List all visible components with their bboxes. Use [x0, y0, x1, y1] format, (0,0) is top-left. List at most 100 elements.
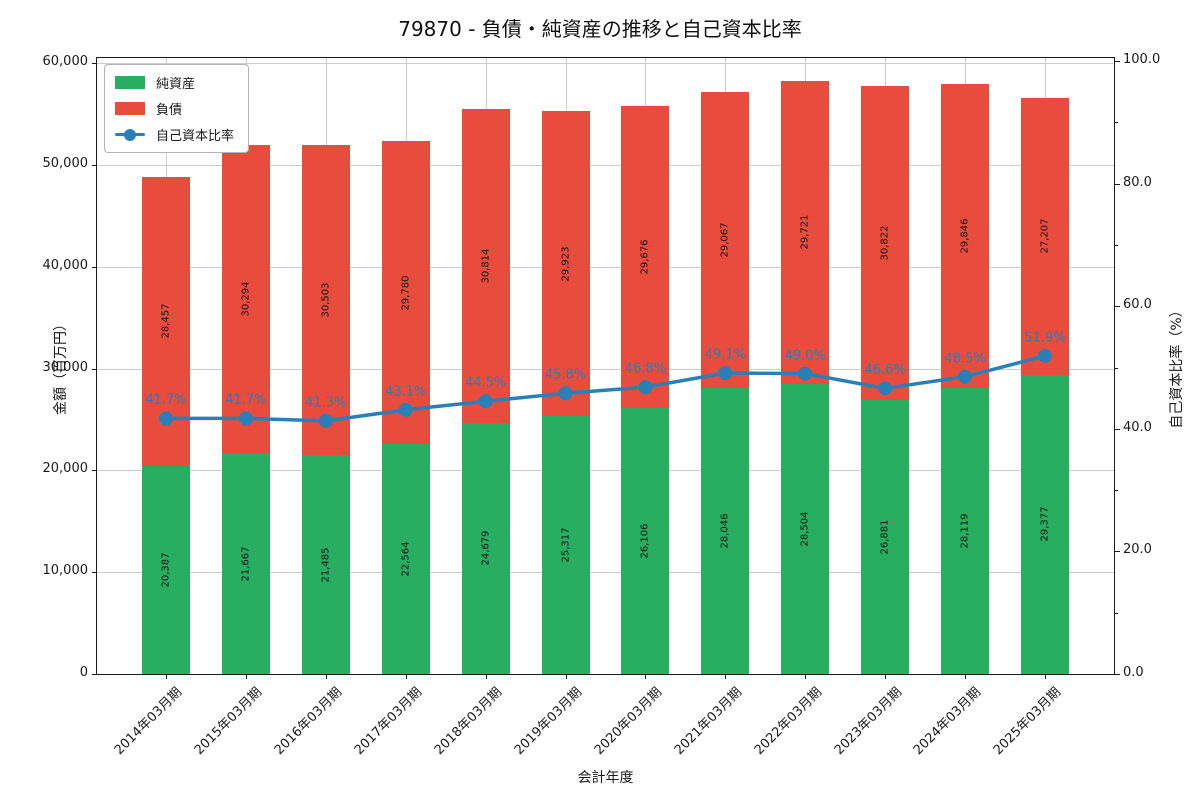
equity-ratio-marker: [558, 386, 573, 401]
y-right-tick-label: 60.0: [1123, 297, 1152, 313]
bar-segment-net-assets: [142, 466, 190, 674]
x-tick-label: 2015年03月期: [192, 684, 266, 759]
legend-swatch-liabilities-icon: [115, 102, 145, 115]
x-tick-label: 2017年03月期: [351, 684, 426, 759]
equity-ratio-marker: [238, 411, 253, 426]
bar-segment-liabilities: [301, 144, 350, 456]
y-left-tick: [92, 63, 96, 64]
y-right-minor-tick: [1115, 367, 1118, 369]
bar-segment-liabilities: [221, 144, 270, 454]
x-tick-label: 2021年03月期: [671, 684, 745, 759]
x-tick: [565, 675, 567, 679]
y-right-tick-label: 20.0: [1123, 542, 1152, 558]
y-right-tick: [1115, 428, 1120, 430]
bar-segment-liabilities: [861, 86, 910, 401]
y-right-tick-label: 100.0: [1123, 52, 1161, 67]
x-tick-label: 2014年03月期: [112, 684, 186, 759]
x-tick: [965, 675, 967, 679]
x-tick: [325, 675, 327, 679]
legend-line-marker-icon: [115, 128, 145, 141]
gridline-horizontal: [97, 63, 1114, 64]
equity-ratio-point-label: 43.1%: [385, 384, 427, 400]
gridline-horizontal: [97, 572, 1114, 574]
x-tick-label: 2019年03月期: [511, 684, 585, 759]
bar-segment-net-assets: [781, 383, 830, 674]
bar-segment-liabilities: [461, 108, 510, 423]
y-left-tick: [92, 368, 96, 370]
x-tick: [485, 675, 487, 679]
legend-item-liabilities: 負債: [115, 99, 234, 118]
gridline-horizontal: [97, 368, 1114, 370]
y-right-minor-tick: [1115, 122, 1118, 124]
y-right-tick: [1115, 551, 1120, 553]
y-left-tick-label: 0: [79, 665, 88, 680]
x-tick: [805, 675, 807, 679]
bar-segment-net-assets: [541, 416, 590, 674]
x-tick-label: 2018年03月期: [431, 684, 506, 759]
y-left-tick: [92, 674, 96, 675]
y-right-tick-label: 0.0: [1123, 665, 1144, 680]
equity-ratio-point-label: 41.7%: [145, 392, 187, 408]
y-left-tick-label: 30,000: [42, 359, 89, 375]
x-tick: [1045, 675, 1046, 679]
equity-ratio-point-label: 45.8%: [544, 367, 587, 383]
equity-ratio-point-label: 41.7%: [225, 392, 267, 408]
x-tick-label: 2020年03月期: [591, 684, 665, 759]
equity-ratio-marker: [318, 413, 333, 428]
legend-item-equity-ratio: 自己資本比率: [115, 125, 234, 144]
bar-segment-net-assets: [621, 408, 670, 674]
bar-segment-net-assets: [461, 422, 510, 674]
equity-ratio-marker: [1038, 348, 1052, 363]
equity-ratio-point-label: 46.8%: [624, 361, 667, 377]
y-right-tick: [1115, 674, 1120, 675]
bar-segment-net-assets: [941, 387, 990, 674]
equity-ratio-point-label: 49.0%: [784, 348, 826, 364]
y-right-tick-label: 40.0: [1123, 419, 1152, 435]
y-right-tick: [1115, 183, 1120, 185]
gridline-horizontal: [97, 164, 1114, 166]
y-right-minor-tick: [1115, 612, 1118, 614]
y-left-tick: [92, 164, 96, 166]
equity-ratio-point-label: 44.5%: [464, 375, 507, 391]
bar-segment-net-assets: [861, 400, 910, 674]
equity-ratio-marker: [958, 369, 973, 384]
equity-ratio-marker: [878, 381, 893, 396]
gridline-horizontal: [97, 266, 1114, 268]
x-tick: [166, 675, 167, 679]
bar-segment-net-assets: [301, 455, 350, 674]
x-tick-label: 2024年03月期: [911, 684, 985, 759]
equity-ratio-point-label: 41.3%: [305, 395, 347, 411]
equity-ratio-marker: [798, 366, 813, 381]
y-right-minor-tick: [1115, 244, 1118, 246]
equity-ratio-point-label: 51.9%: [1024, 330, 1066, 346]
bar-segment-liabilities: [701, 92, 750, 389]
x-tick: [885, 675, 887, 679]
x-tick-label: 2023年03月期: [831, 684, 905, 759]
equity-ratio-point-label: 49.1%: [704, 347, 747, 363]
y-right-tick: [1115, 306, 1120, 308]
equity-ratio-point-label: 46.6%: [864, 362, 906, 378]
legend-swatch-net-assets-icon: [115, 76, 145, 89]
y-left-tick-label: 50,000: [42, 155, 89, 171]
y-left-tick-label: 20,000: [42, 461, 89, 477]
y-left-tick: [92, 470, 96, 472]
legend-label-equity-ratio: 自己資本比率: [156, 129, 235, 144]
x-axis-title: 会計年度: [577, 770, 634, 786]
y-right-tick: [1115, 61, 1120, 62]
legend: 純資産 負債 自己資本比率: [104, 64, 250, 153]
legend-label-net-assets: 純資産: [156, 77, 196, 92]
y-right-tick-label: 80.0: [1123, 174, 1152, 190]
bar-segment-liabilities: [541, 111, 590, 417]
y-left-tick: [92, 572, 96, 574]
equity-ratio-marker: [638, 380, 653, 395]
y-left-tick-label: 40,000: [42, 257, 89, 273]
bar-segment-net-assets: [1021, 374, 1069, 674]
y-right-minor-tick: [1115, 490, 1118, 492]
bar-segment-liabilities: [621, 105, 670, 409]
bar-segment-liabilities: [1021, 97, 1069, 375]
x-tick: [725, 675, 727, 679]
gridline-horizontal: [97, 470, 1114, 472]
y-left-tick: [92, 266, 96, 268]
